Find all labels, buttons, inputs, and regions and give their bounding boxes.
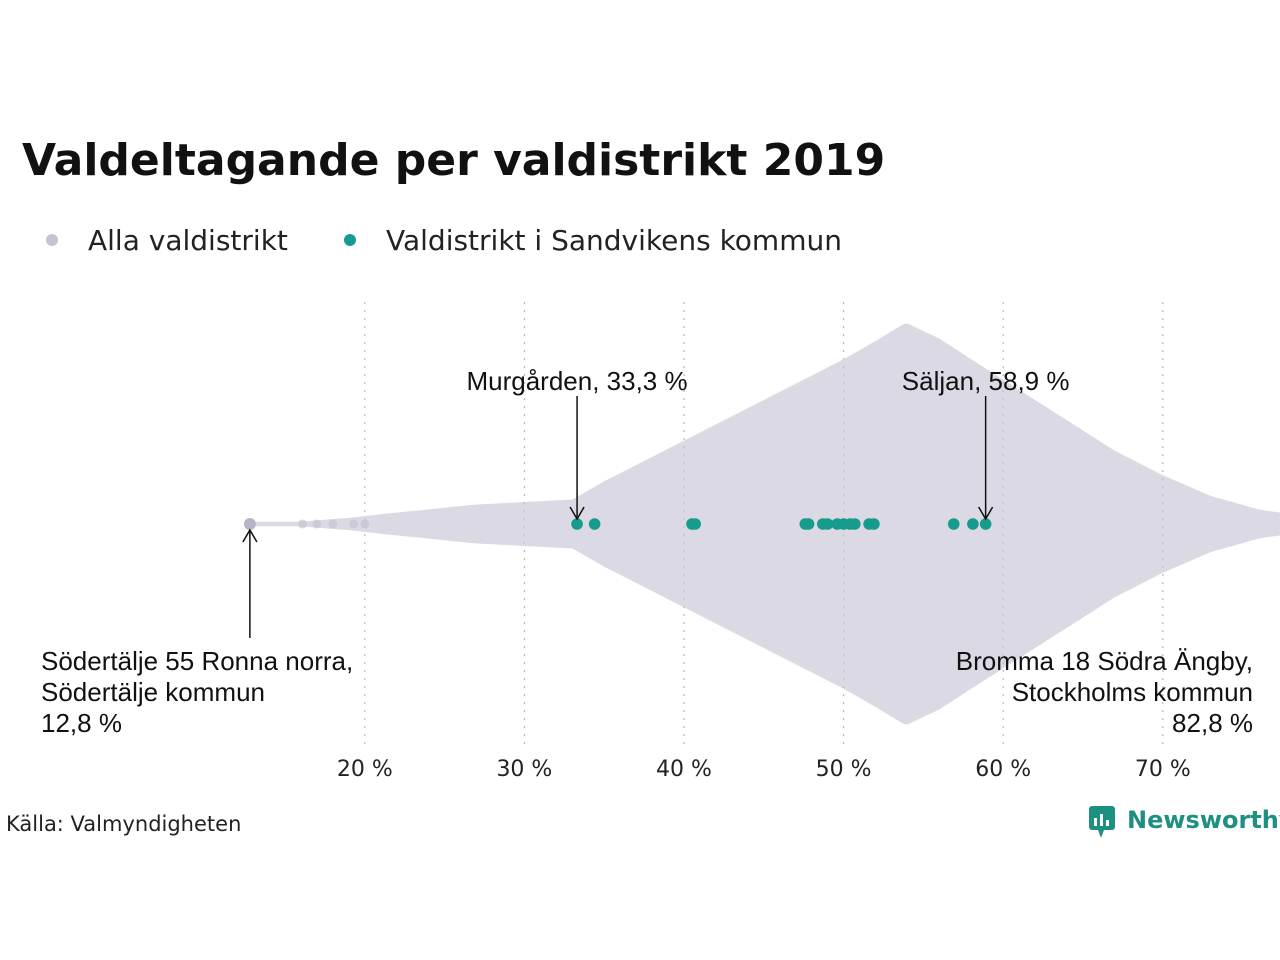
sandviken-point xyxy=(588,518,601,530)
sandviken-point xyxy=(571,518,583,530)
legend-swatch-all xyxy=(46,234,58,246)
legend: Alla valdistrikt Valdistrikt i Sandviken… xyxy=(46,224,842,257)
x-tick-label: 70 % xyxy=(1135,757,1191,782)
legend-label-sandviken: Valdistrikt i Sandvikens kommun xyxy=(386,224,842,257)
annotation-label: 12,8 % xyxy=(41,708,122,738)
x-tick-label: 50 % xyxy=(816,757,872,782)
sandviken-point xyxy=(821,518,834,530)
extreme-points xyxy=(243,518,256,530)
annotation-label: Säljan, 58,9 % xyxy=(902,366,1070,396)
x-tick-label: 60 % xyxy=(975,757,1031,782)
arrow-head xyxy=(569,506,585,521)
brand-name: Newsworthy xyxy=(1127,806,1280,834)
sandviken-point xyxy=(848,518,861,530)
annotation-label: Stockholms kommun xyxy=(1012,677,1253,707)
annotation-label: Bromma 18 Södra Ängby, xyxy=(956,646,1253,676)
newsworthy-logo-icon xyxy=(1089,806,1115,838)
annotation-label: Södertälje kommun xyxy=(41,677,265,707)
x-tick-label: 30 % xyxy=(496,757,552,782)
all-districts-swarm xyxy=(253,323,1280,725)
extreme-point xyxy=(243,518,256,530)
district-point xyxy=(360,519,370,529)
source-note: Källa: Valmyndigheten xyxy=(6,812,241,836)
legend-swatch-sandviken xyxy=(344,234,356,246)
legend-label-all: Alla valdistrikt xyxy=(88,224,288,257)
arrow-head xyxy=(977,506,994,521)
annotation-labels: Murgården, 33,3 % Säljan, 58,9 % Södertälj… xyxy=(41,366,1253,738)
annotation-label: Södertälje 55 Ronna norra, xyxy=(41,646,353,676)
district-point xyxy=(298,519,308,529)
x-tick-labels: 20 %30 %40 %50 %60 %70 %80 % xyxy=(337,757,1191,782)
arrow-head xyxy=(242,528,258,543)
brand-logo: Newsworthy xyxy=(1089,806,1280,838)
district-point xyxy=(312,519,322,529)
annotation-arrows xyxy=(242,396,994,638)
x-tick-label: 40 % xyxy=(656,757,712,782)
sandviken-point xyxy=(947,518,960,530)
annotation-label: Murgården, 33,3 % xyxy=(466,366,687,396)
sandviken-point xyxy=(868,518,880,530)
sandviken-point xyxy=(979,518,992,530)
sandviken-points xyxy=(571,518,992,530)
sandviken-point xyxy=(689,518,701,530)
annotation-label: 82,8 % xyxy=(1172,708,1253,738)
sandviken-point xyxy=(967,518,979,530)
sandviken-point xyxy=(802,518,815,530)
x-tick-label: 20 % xyxy=(337,757,393,782)
chart-title: Valdeltagande per valdistrikt 2019 xyxy=(22,135,885,186)
swarm-body xyxy=(253,323,1280,725)
district-point xyxy=(349,519,359,529)
district-point xyxy=(328,519,338,529)
